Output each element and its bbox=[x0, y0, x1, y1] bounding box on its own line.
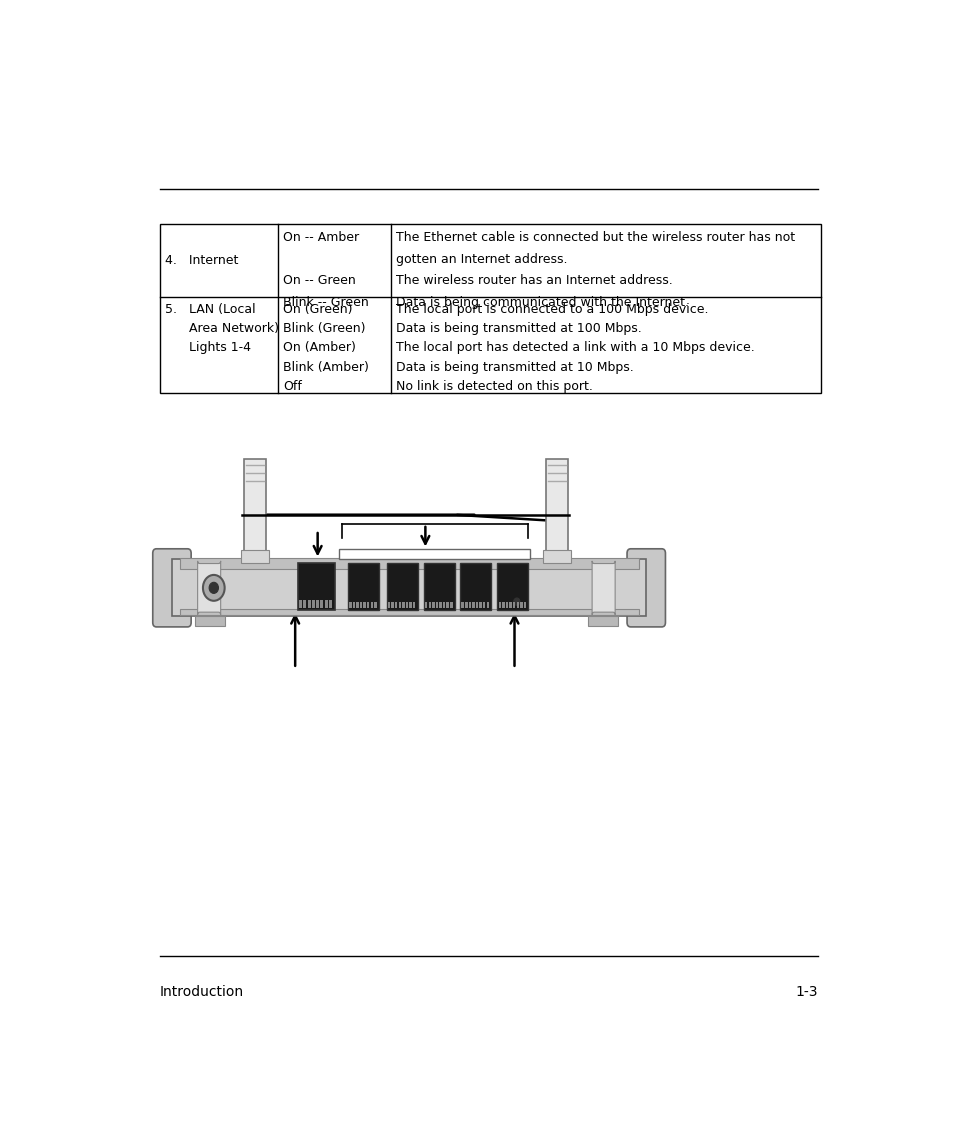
Text: The local port is connected to a 100 Mbps device.: The local port is connected to a 100 Mbp… bbox=[395, 303, 707, 316]
Bar bbox=[395, 602, 397, 608]
Text: On (Amber): On (Amber) bbox=[283, 341, 355, 355]
Bar bbox=[320, 600, 323, 608]
Bar bbox=[324, 600, 327, 608]
Bar bbox=[405, 602, 408, 608]
Text: The Ethernet cable is connected but the wireless router has not: The Ethernet cable is connected but the … bbox=[395, 231, 794, 244]
Bar bbox=[587, 616, 617, 625]
Bar bbox=[329, 600, 332, 608]
Bar bbox=[468, 602, 471, 608]
Bar bbox=[349, 602, 351, 608]
Bar bbox=[446, 602, 449, 608]
Bar bbox=[450, 602, 452, 608]
Bar bbox=[546, 459, 567, 555]
Bar bbox=[179, 609, 638, 615]
Bar bbox=[363, 602, 366, 608]
Bar bbox=[439, 602, 441, 608]
Bar bbox=[303, 600, 306, 608]
Bar bbox=[241, 550, 269, 563]
Text: The local port has detected a link with a 10 Mbps device.: The local port has detected a link with … bbox=[395, 341, 754, 355]
Text: 5.   LAN (Local
      Area Network)
      Lights 1-4: 5. LAN (Local Area Network) Lights 1-4 bbox=[165, 303, 278, 354]
Circle shape bbox=[209, 583, 218, 593]
Bar bbox=[461, 602, 463, 608]
Bar bbox=[159, 223, 820, 393]
Bar bbox=[172, 560, 645, 616]
Bar bbox=[498, 602, 500, 608]
Bar bbox=[478, 602, 481, 608]
Text: No link is detected on this port.: No link is detected on this port. bbox=[395, 380, 592, 393]
Bar bbox=[459, 563, 491, 610]
Bar bbox=[179, 558, 638, 569]
Bar bbox=[482, 602, 485, 608]
Bar bbox=[423, 563, 455, 610]
Bar bbox=[298, 600, 302, 608]
Bar bbox=[374, 602, 376, 608]
Bar bbox=[312, 600, 314, 608]
Bar bbox=[339, 550, 530, 560]
Bar bbox=[486, 602, 489, 608]
FancyBboxPatch shape bbox=[152, 548, 191, 627]
Bar bbox=[516, 602, 518, 608]
Bar bbox=[355, 602, 358, 608]
Bar bbox=[402, 602, 404, 608]
Text: Blink (Amber): Blink (Amber) bbox=[283, 361, 369, 373]
Text: Off: Off bbox=[283, 380, 302, 393]
Text: 4.   Internet: 4. Internet bbox=[165, 254, 238, 267]
Text: On (Green): On (Green) bbox=[283, 303, 353, 316]
Text: gotten an Internet address.: gotten an Internet address. bbox=[395, 253, 567, 266]
Bar bbox=[509, 602, 512, 608]
Bar bbox=[398, 602, 400, 608]
Bar bbox=[370, 602, 373, 608]
Bar bbox=[424, 602, 427, 608]
Bar bbox=[464, 602, 467, 608]
Bar bbox=[387, 602, 390, 608]
Bar bbox=[436, 602, 437, 608]
Text: On -- Amber: On -- Amber bbox=[283, 231, 359, 244]
Bar bbox=[476, 602, 477, 608]
Bar bbox=[391, 602, 394, 608]
Text: 1-3: 1-3 bbox=[795, 985, 818, 1000]
FancyBboxPatch shape bbox=[592, 561, 615, 615]
Text: Data is being communicated with the Internet.: Data is being communicated with the Inte… bbox=[395, 297, 688, 309]
Bar bbox=[513, 602, 515, 608]
Text: Data is being transmitted at 10 Mbps.: Data is being transmitted at 10 Mbps. bbox=[395, 361, 633, 373]
Bar bbox=[353, 602, 355, 608]
Text: Blink -- Green: Blink -- Green bbox=[283, 297, 369, 309]
Bar bbox=[315, 600, 318, 608]
Bar bbox=[359, 602, 362, 608]
Bar bbox=[501, 602, 504, 608]
Text: Blink (Green): Blink (Green) bbox=[283, 322, 365, 335]
Bar bbox=[348, 563, 378, 610]
Bar bbox=[523, 602, 526, 608]
Bar bbox=[432, 602, 435, 608]
Text: The wireless router has an Internet address.: The wireless router has an Internet addr… bbox=[395, 275, 672, 287]
Bar bbox=[244, 459, 266, 555]
Bar bbox=[409, 602, 412, 608]
Bar bbox=[195, 616, 224, 625]
Bar bbox=[519, 602, 522, 608]
Bar bbox=[297, 563, 335, 610]
Text: Data is being transmitted at 100 Mbps.: Data is being transmitted at 100 Mbps. bbox=[395, 322, 640, 335]
Text: Introduction: Introduction bbox=[159, 985, 243, 1000]
Bar bbox=[307, 600, 311, 608]
Circle shape bbox=[203, 575, 224, 601]
Bar bbox=[472, 602, 475, 608]
Text: On -- Green: On -- Green bbox=[283, 275, 355, 287]
Bar bbox=[497, 563, 528, 610]
Bar bbox=[442, 602, 445, 608]
Bar bbox=[505, 602, 508, 608]
Bar bbox=[367, 602, 369, 608]
FancyBboxPatch shape bbox=[197, 561, 220, 615]
FancyBboxPatch shape bbox=[626, 548, 665, 627]
Bar bbox=[413, 602, 415, 608]
Bar bbox=[542, 550, 571, 563]
Circle shape bbox=[513, 598, 519, 606]
Bar bbox=[428, 602, 431, 608]
Bar bbox=[386, 563, 417, 610]
